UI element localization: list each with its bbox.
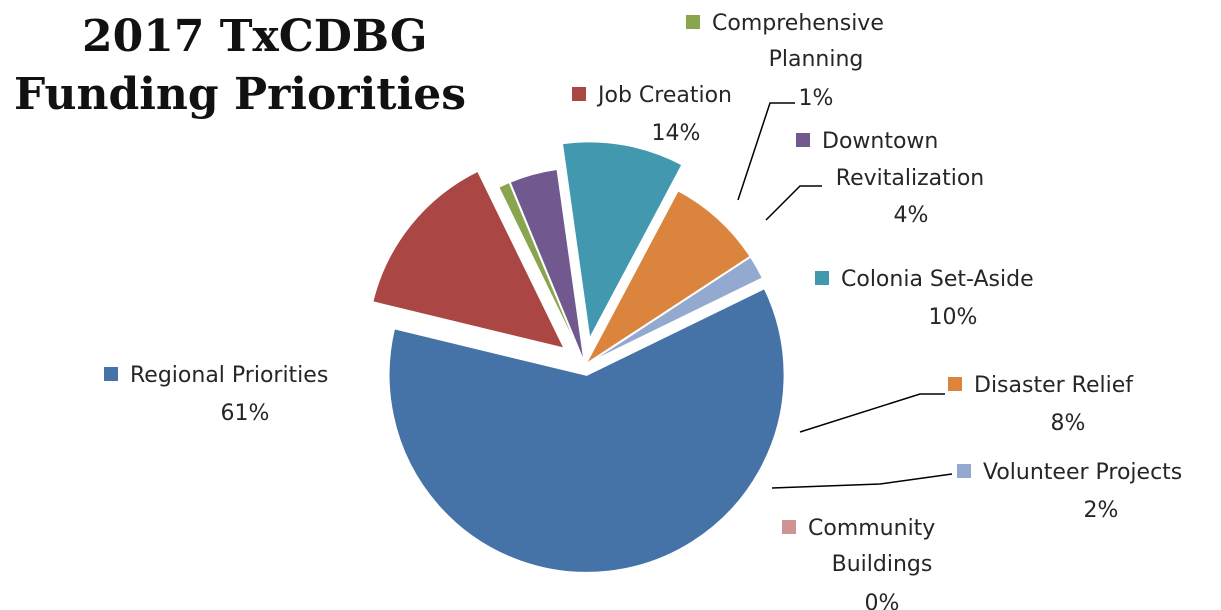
slice-percent-regional-priorities: 61% xyxy=(221,401,270,426)
legend-swatch-regional-priorities xyxy=(104,367,118,381)
legend-swatch-volunteer-projects xyxy=(957,464,971,478)
slice-job-creation xyxy=(371,169,567,351)
slice-percent-comprehensive-planning: 1% xyxy=(799,86,834,111)
slice-label-job-creation: Job Creation xyxy=(596,83,732,108)
leader-line-volunteer-projects xyxy=(771,473,953,489)
leader-line-disaster-relief xyxy=(799,393,945,433)
chart-title-line-2: Funding Priorities xyxy=(14,69,467,120)
leader-line-downtown-revitalization xyxy=(765,185,822,221)
slice-label-colonia-set-aside: Colonia Set-Aside xyxy=(841,267,1034,292)
slice-downtown-revitalization xyxy=(508,167,586,366)
slice-label-community-buildings-line-2: Buildings xyxy=(832,552,933,577)
slice-percent-disaster-relief: 8% xyxy=(1051,411,1086,436)
legend-swatch-colonia-set-aside xyxy=(815,271,829,285)
legend-swatch-downtown-revitalization xyxy=(796,133,810,147)
slice-percent-downtown-revitalization: 4% xyxy=(894,203,929,228)
slice-colonia-set-aside xyxy=(560,140,684,343)
slice-label-disaster-relief: Disaster Relief xyxy=(974,373,1134,398)
slice-label-regional-priorities: Regional Priorities xyxy=(130,363,328,388)
legend-swatch-disaster-relief xyxy=(948,377,962,391)
legend-swatch-comprehensive-planning xyxy=(686,15,700,29)
legend-swatch-job-creation xyxy=(572,87,586,101)
leader-line-comprehensive-planning xyxy=(737,102,795,201)
legend-swatch-community-buildings xyxy=(782,520,796,534)
slice-label-comprehensive-planning: Comprehensive xyxy=(712,11,884,36)
slice-label-comprehensive-planning-line-2: Planning xyxy=(769,47,864,72)
chart-title-line-1: 2017 TxCDBG xyxy=(82,11,428,62)
chart-title: 2017 TxCDBG Funding Priorities xyxy=(14,8,466,124)
slice-disaster-relief xyxy=(584,188,753,366)
slice-label-downtown-revitalization: Downtown xyxy=(822,129,938,154)
slice-label-community-buildings: Community xyxy=(808,516,935,541)
slice-percent-job-creation: 14% xyxy=(652,121,701,146)
slice-regional-priorities xyxy=(387,286,786,574)
slice-percent-colonia-set-aside: 10% xyxy=(929,305,978,330)
slice-label-volunteer-projects: Volunteer Projects xyxy=(983,460,1182,485)
slice-label-downtown-revitalization-line-2: Revitalization xyxy=(836,166,984,191)
slice-percent-volunteer-projects: 2% xyxy=(1084,498,1119,523)
slice-percent-community-buildings: 0% xyxy=(865,591,900,610)
slice-volunteer-projects xyxy=(584,255,765,366)
